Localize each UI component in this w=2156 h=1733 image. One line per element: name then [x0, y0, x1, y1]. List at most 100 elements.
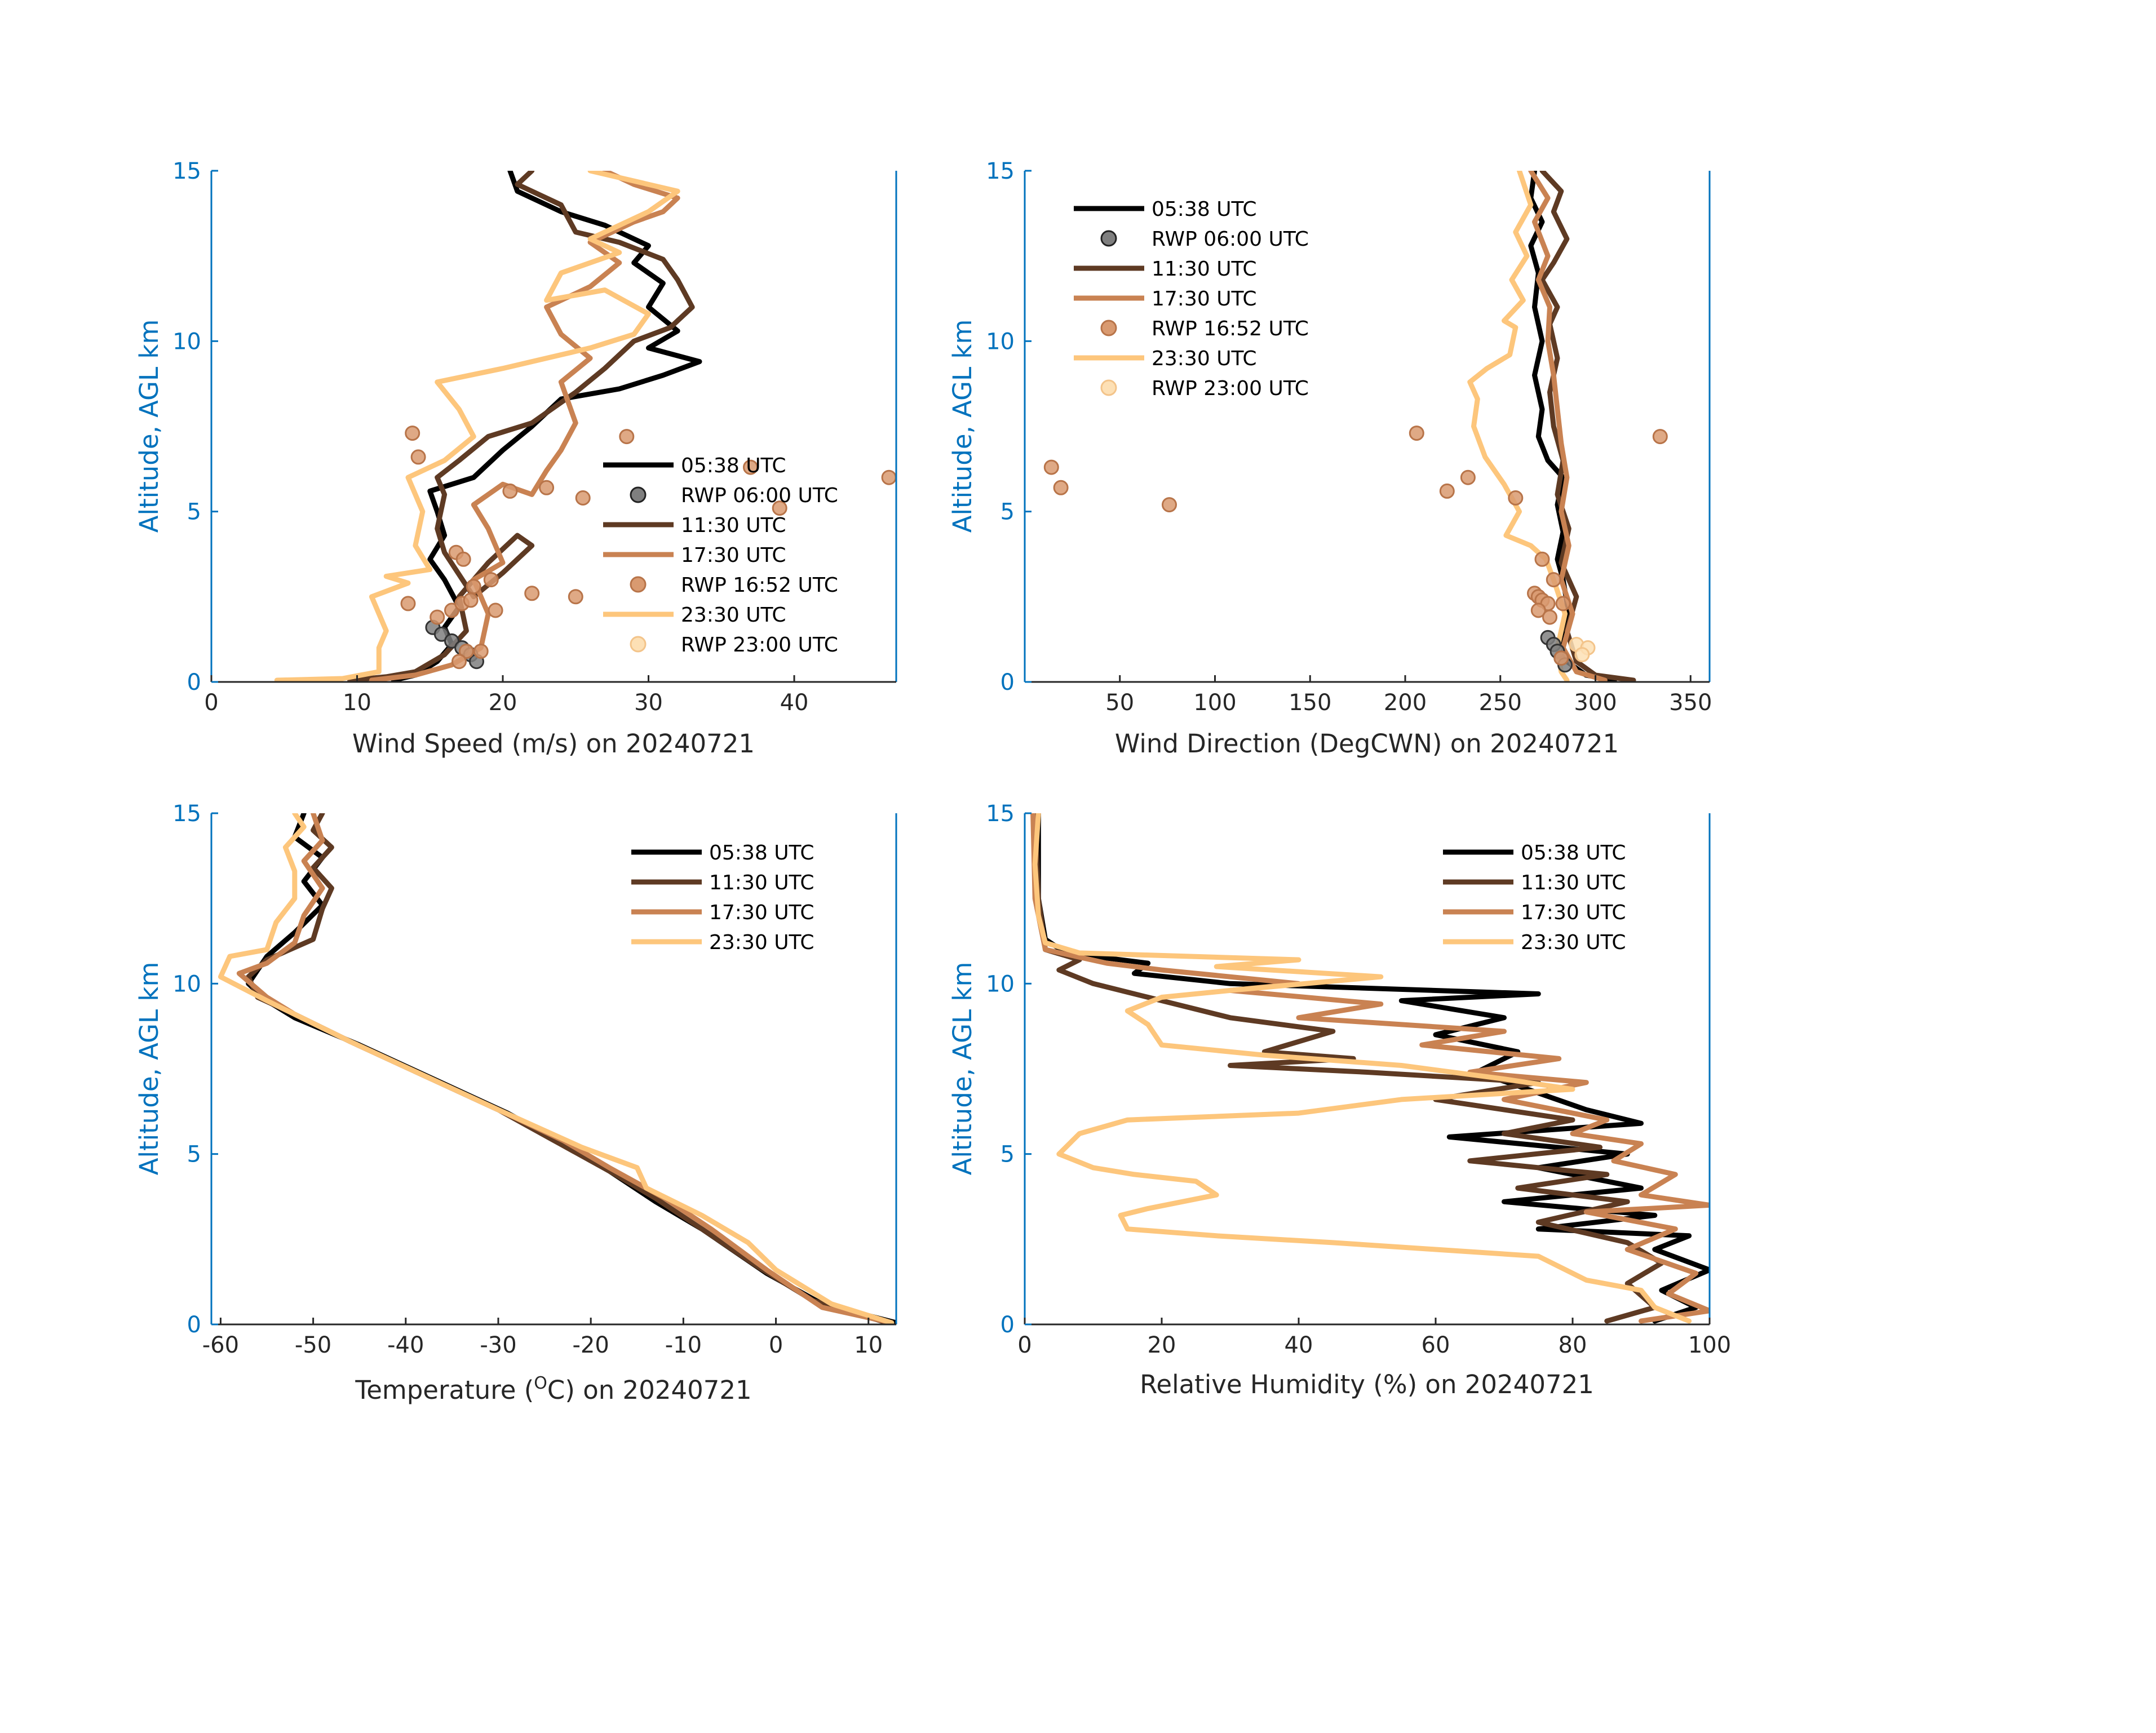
- wind-direction-ylabel: Altitude, AGL km: [948, 320, 977, 533]
- wind-speed-panel-ytick-label-10: 10: [172, 329, 201, 354]
- temperature-xlabel-suffix: C) on 20240721: [547, 1375, 752, 1405]
- wind-speed-panel-point-rwp-16-52-utc-23: [451, 654, 467, 670]
- wind-direction-panel-point-rwp-23-00-utc-2: [1574, 647, 1590, 663]
- temperature-panel-legend-label-11-30-utc: 11:30 UTC: [709, 871, 814, 894]
- wind-direction-panel-point-rwp-16-52-utc-1: [1053, 480, 1069, 495]
- wind-direction-panel-xtick-label-250: 250: [1479, 690, 1522, 716]
- humidity-panel-series-23-30-utc: [1032, 813, 1692, 1324]
- wind-speed-panel-point-rwp-16-52-utc-12: [524, 586, 540, 601]
- wind-speed-panel-point-rwp-16-52-utc-18: [743, 459, 758, 475]
- wind-speed-panel-ytick-label-15: 15: [172, 158, 201, 184]
- humidity-panel-xtick-label-80: 80: [1559, 1332, 1587, 1358]
- wind-speed-panel-point-rwp-16-52-utc-15: [539, 480, 555, 495]
- humidity-panel-ytick-label-5: 5: [1000, 1142, 1015, 1168]
- wind-speed-panel-legend-label-11-30-utc: 11:30 UTC: [681, 514, 786, 537]
- humidity-panel-legend-label-17-30-utc: 17:30 UTC: [1521, 901, 1626, 924]
- wind-speed-panel-point-rwp-16-52-utc-16: [575, 490, 591, 506]
- temperature-panel-xtick-label-20: -20: [573, 1332, 609, 1358]
- wind-speed-panel-legend-swatch-rwp-23-00-utc: [630, 636, 647, 653]
- temperature-panel-legend-label-23-30-utc: 23:30 UTC: [709, 931, 814, 954]
- temperature-panel-plot-area: [218, 813, 896, 1324]
- wind-speed-panel-point-rwp-06-00-utc-2: [444, 633, 459, 649]
- wind-speed-panel-point-rwp-16-52-utc-19: [772, 500, 787, 516]
- wind-direction-panel-point-rwp-16-52-utc-7: [1534, 551, 1550, 567]
- humidity-panel-series-17-30-utc: [1030, 813, 1710, 1324]
- temperature-panel-xtick-label-30: -30: [480, 1332, 516, 1358]
- wind-direction-panel-point-rwp-16-52-utc-2: [1162, 497, 1177, 513]
- temperature-panel-ytick-label-10: 10: [172, 971, 201, 997]
- temperature-panel-xtick-label-60: -60: [202, 1332, 239, 1358]
- wind-speed-panel-point-rwp-16-52-utc-17: [619, 429, 635, 445]
- wind-speed-panel-point-rwp-06-00-utc-1: [433, 626, 449, 642]
- wind-speed-panel-legend-label-23-30-utc: 23:30 UTC: [681, 604, 786, 627]
- wind-direction-panel: Wind Direction (DegCWN) on 20240721 Alti…: [948, 158, 1712, 759]
- wind-speed-panel-point-rwp-16-52-utc-3: [430, 609, 445, 625]
- wind-speed-panel-legend-swatch-rwp-06-00-utc: [630, 486, 647, 503]
- humidity-panel-xtick-label-0: 0: [1017, 1332, 1031, 1358]
- wind-direction-panel-ytick-label-15: 15: [986, 158, 1015, 184]
- temperature-xlabel: Temperature (OC) on 20240721: [355, 1373, 751, 1405]
- wind-speed-panel-point-rwp-16-52-utc-4: [444, 602, 459, 618]
- wind-direction-xlabel: Wind Direction (DegCWN) on 20240721: [1115, 729, 1619, 759]
- wind-direction-panel-xtick-label-50: 50: [1105, 690, 1134, 716]
- temperature-panel-ytick-label-0: 0: [187, 1312, 201, 1338]
- wind-direction-panel-point-rwp-16-52-utc-16: [1652, 429, 1668, 445]
- wind-direction-panel-legend-swatch-rwp-06-00-utc: [1100, 230, 1117, 247]
- wind-direction-panel-xtick-label-300: 300: [1574, 690, 1617, 716]
- wind-direction-panel-point-rwp-16-52-utc-5: [1460, 469, 1476, 485]
- wind-direction-panel-plot-area: [1043, 171, 1668, 682]
- wind-direction-panel-point-rwp-16-52-utc-14: [1542, 609, 1557, 625]
- humidity-panel-series-05-38-utc: [1035, 813, 1710, 1324]
- wind-direction-panel-legend: 05:38 UTC RWP 06:00 UTC 11:30 UTC 17:30 UTC…: [1074, 198, 1309, 400]
- wind-direction-panel-legend-label-rwp-06-00-utc: RWP 06:00 UTC: [1152, 228, 1309, 251]
- wind-speed-panel-point-rwp-16-52-utc-10: [483, 572, 499, 588]
- wind-direction-panel-point-rwp-16-52-utc-17: [1553, 650, 1569, 666]
- wind-direction-panel-legend-label-11-30-utc: 11:30 UTC: [1152, 258, 1257, 281]
- wind-direction-panel-xtick-label-100: 100: [1193, 690, 1236, 716]
- wind-direction-panel-legend-label-17-30-utc: 17:30 UTC: [1152, 287, 1257, 311]
- wind-speed-panel-legend-label-05-38-utc: 05:38 UTC: [681, 454, 786, 477]
- wind-speed-panel-series-17-30-utc: [369, 171, 680, 682]
- wind-speed-panel-point-rwp-16-52-utc-6: [463, 592, 479, 608]
- wind-direction-panel-legend-label-05-38-utc: 05:38 UTC: [1152, 198, 1257, 221]
- humidity-panel-xtick-label-100: 100: [1688, 1332, 1731, 1358]
- humidity-panel-xtick-label-20: 20: [1148, 1332, 1176, 1358]
- temperature-xlabel-superscript: O: [534, 1373, 547, 1393]
- humidity-ylabel: Altitude, AGL km: [948, 962, 977, 1176]
- wind-speed-panel-point-rwp-16-52-utc-21: [458, 644, 474, 659]
- wind-direction-panel-point-rwp-16-52-utc-8: [1546, 572, 1561, 588]
- wind-speed-panel-legend-label-rwp-23-00-utc: RWP 23:00 UTC: [681, 633, 838, 657]
- temperature-panel-legend: 05:38 UTC 11:30 UTC 17:30 UTC 23:30 UTC: [631, 841, 814, 954]
- wind-speed-xlabel: Wind Speed (m/s) on 20240721: [352, 729, 755, 759]
- wind-direction-panel-ytick-label-0: 0: [1000, 670, 1015, 695]
- wind-speed-panel-point-rwp-16-52-utc-0: [405, 426, 420, 441]
- wind-direction-panel-point-rwp-16-52-utc-6: [1508, 490, 1524, 506]
- wind-direction-panel-xtick-label-150: 150: [1289, 690, 1331, 716]
- humidity-panel-ytick-label-10: 10: [986, 971, 1015, 997]
- humidity-panel: Relative Humidity (%) on 20240721 Altitu…: [948, 801, 1731, 1399]
- temperature-panel-xtick-label-0: 0: [769, 1332, 783, 1358]
- wind-direction-panel-legend-label-23-30-utc: 23:30 UTC: [1152, 347, 1257, 370]
- temperature-panel-ytick-label-15: 15: [172, 801, 201, 827]
- wind-direction-panel-legend-swatch-rwp-23-00-utc: [1100, 379, 1117, 396]
- wind-speed-panel-ytick-label-0: 0: [187, 670, 201, 695]
- wind-speed-panel-legend-label-rwp-06-00-utc: RWP 06:00 UTC: [681, 484, 838, 507]
- wind-speed-panel: Wind Speed (m/s) on 20240721 Altitude, A…: [134, 158, 897, 759]
- wind-direction-panel-xtick-label-350: 350: [1669, 690, 1712, 716]
- wind-direction-panel-point-rwp-16-52-utc-3: [1409, 426, 1424, 441]
- wind-direction-panel-point-rwp-16-52-utc-4: [1439, 483, 1455, 499]
- wind-speed-panel-point-rwp-16-52-utc-11: [488, 602, 503, 618]
- wind-direction-panel-xtick-label-200: 200: [1384, 690, 1427, 716]
- temperature-panel-legend-label-17-30-utc: 17:30 UTC: [709, 901, 814, 924]
- wind-direction-panel-series-17-30-utc: [1528, 171, 1608, 682]
- temperature-xlabel-main: Temperature (: [355, 1375, 534, 1405]
- wind-speed-panel-ytick-label-5: 5: [187, 499, 201, 525]
- humidity-panel-series-11-30-utc: [1032, 813, 1664, 1324]
- wind-speed-panel-point-rwp-16-52-utc-9: [466, 579, 481, 595]
- humidity-panel-ytick-label-15: 15: [986, 801, 1015, 827]
- wind-speed-panel-legend-swatch-rwp-16-52-utc: [630, 576, 647, 593]
- wind-speed-panel-point-rwp-16-52-utc-2: [400, 596, 416, 611]
- wind-speed-panel-plot-area: [274, 171, 896, 682]
- wind-direction-panel-ytick-label-5: 5: [1000, 499, 1015, 525]
